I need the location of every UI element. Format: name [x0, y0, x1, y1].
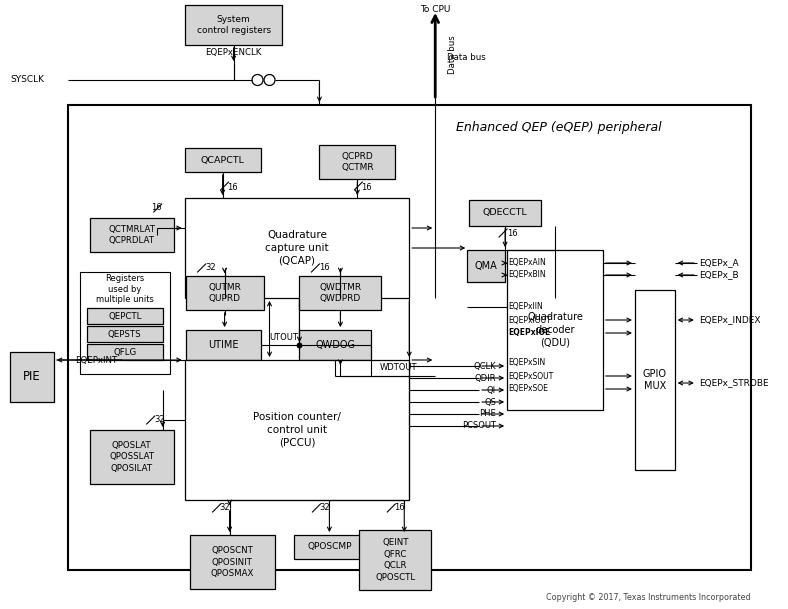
Text: UTOUT: UTOUT — [269, 334, 299, 342]
Text: QPOSCMP: QPOSCMP — [307, 543, 351, 552]
Text: To CPU: To CPU — [420, 5, 451, 15]
Bar — [299, 330, 371, 360]
Text: EQEPxSOE: EQEPxSOE — [508, 384, 548, 393]
Text: System
control registers: System control registers — [196, 15, 270, 35]
Text: EQEPxENCLK: EQEPxENCLK — [206, 48, 262, 57]
Bar — [80, 272, 169, 374]
Text: Quadrature
decoder
(QDU): Quadrature decoder (QDU) — [527, 312, 583, 348]
Text: EQEPx_STROBE: EQEPx_STROBE — [699, 379, 768, 387]
Text: QI: QI — [487, 385, 496, 395]
Bar — [635, 290, 675, 470]
Bar — [186, 330, 261, 360]
Bar — [87, 326, 162, 342]
Text: QWDTMR
QWDPRD: QWDTMR QWDPRD — [319, 283, 362, 303]
Bar — [190, 535, 274, 589]
Text: WDTOUT: WDTOUT — [379, 362, 417, 371]
Text: 16: 16 — [151, 203, 162, 213]
Text: EQEPx_A: EQEPx_A — [699, 258, 738, 267]
Text: 16: 16 — [228, 183, 238, 191]
Text: EQEPx_INDEX: EQEPx_INDEX — [699, 315, 760, 325]
Text: EQEPxAIN: EQEPxAIN — [508, 258, 546, 267]
Text: 16: 16 — [394, 504, 405, 513]
Bar — [186, 276, 263, 310]
Text: EQEPxIOUT: EQEPxIOUT — [508, 315, 551, 325]
Text: 32: 32 — [154, 415, 165, 424]
Text: Copyright © 2017, Texas Instruments Incorporated: Copyright © 2017, Texas Instruments Inco… — [546, 593, 751, 602]
Bar — [295, 535, 364, 559]
Text: EQEPxSOUT: EQEPxSOUT — [508, 371, 553, 381]
Text: QPOSCNT
QPOSINIT
QPOSMAX: QPOSCNT QPOSINIT QPOSMAX — [210, 546, 254, 578]
Text: EQEPxIIN: EQEPxIIN — [508, 303, 543, 311]
Bar — [87, 308, 162, 324]
Text: QDECCTL: QDECCTL — [483, 208, 527, 217]
Text: UTIME: UTIME — [208, 340, 238, 350]
Bar — [90, 430, 173, 484]
Bar — [87, 344, 162, 360]
Text: QEINT
QFRC
QCLR
QPOSCTL: QEINT QFRC QCLR QPOSCTL — [375, 538, 415, 582]
Bar — [359, 530, 431, 590]
Text: 32: 32 — [220, 504, 230, 513]
Text: EQEPxBIN: EQEPxBIN — [508, 270, 546, 280]
Text: SYSCLK: SYSCLK — [10, 76, 44, 85]
Bar — [507, 250, 603, 410]
Text: EQEPxINT: EQEPxINT — [75, 356, 117, 365]
Text: QFLG: QFLG — [113, 348, 136, 356]
Bar — [10, 352, 54, 402]
Text: QDIR: QDIR — [474, 373, 496, 382]
Bar — [319, 145, 396, 179]
Text: Quadrature
capture unit
(QCAP): Quadrature capture unit (QCAP) — [265, 230, 329, 266]
Text: EQEPxIOE: EQEPxIOE — [508, 328, 550, 337]
Bar — [184, 5, 282, 45]
Text: QMA: QMA — [474, 261, 497, 271]
Text: 16: 16 — [362, 183, 372, 191]
Text: QCAPCTL: QCAPCTL — [201, 155, 244, 164]
Text: Position counter/
control unit
(PCCU): Position counter/ control unit (PCCU) — [253, 412, 341, 448]
Text: Enhanced QEP (eQEP) peripheral: Enhanced QEP (eQEP) peripheral — [456, 122, 662, 135]
Text: 16: 16 — [319, 264, 330, 272]
Text: QCLK: QCLK — [474, 362, 496, 370]
Text: Data bus: Data bus — [448, 35, 457, 74]
Bar — [90, 218, 173, 252]
Bar — [299, 276, 381, 310]
Text: QPOSLAT
QPOSSLAT
QPOSILAT: QPOSLAT QPOSSLAT QPOSILAT — [110, 441, 154, 473]
Bar — [68, 105, 751, 570]
Text: QS: QS — [485, 398, 496, 406]
Text: QWDOG: QWDOG — [315, 340, 355, 350]
Text: EQEPxSIN: EQEPxSIN — [508, 359, 545, 367]
Text: QEPCTL: QEPCTL — [108, 311, 142, 320]
Bar — [469, 200, 541, 226]
Text: 16: 16 — [507, 228, 518, 238]
Text: 32: 32 — [319, 504, 330, 513]
Bar — [184, 360, 409, 500]
Bar — [184, 148, 261, 172]
Bar — [184, 198, 409, 298]
Bar — [467, 250, 505, 282]
Text: Data bus: Data bus — [447, 54, 486, 63]
Text: EQEPx_B: EQEPx_B — [699, 270, 738, 280]
Text: GPIO
MUX: GPIO MUX — [643, 368, 667, 392]
Text: 32: 32 — [206, 264, 216, 272]
Text: Registers
used by
multiple units: Registers used by multiple units — [96, 274, 154, 304]
Text: QEPSTS: QEPSTS — [108, 329, 142, 339]
Text: QCPRD
QCTMR: QCPRD QCTMR — [341, 152, 374, 172]
Text: PCSOUT: PCSOUT — [462, 421, 496, 431]
Text: QUTMR
QUPRD: QUTMR QUPRD — [208, 283, 241, 303]
Text: PHE: PHE — [479, 409, 496, 418]
Text: PIE: PIE — [23, 370, 41, 384]
Text: QCTMRLAT
QCPRDLAT: QCTMRLAT QCPRDLAT — [108, 225, 155, 245]
